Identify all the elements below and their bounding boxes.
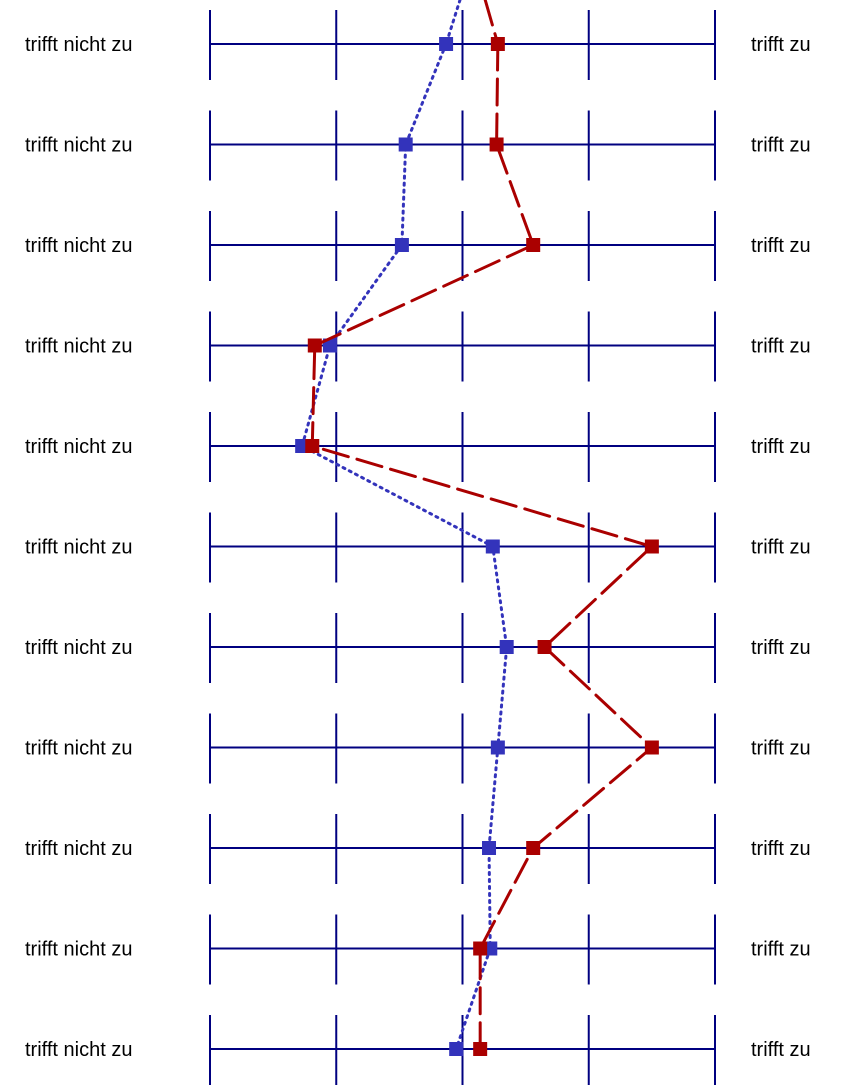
row-label-right: trifft zu xyxy=(751,738,811,760)
row-label-right: trifft zu xyxy=(751,939,811,961)
row-label-left: trifft nicht zu xyxy=(25,939,132,961)
series-point xyxy=(490,740,505,755)
row-label-right: trifft zu xyxy=(751,135,811,157)
series-point xyxy=(490,37,505,51)
row-label-right: trifft zu xyxy=(751,336,811,358)
series-point xyxy=(439,37,454,51)
series-point xyxy=(398,137,413,152)
series-point xyxy=(644,539,659,554)
row-label-left: trifft nicht zu xyxy=(25,537,132,559)
series-point xyxy=(305,439,320,453)
row-label-right: trifft zu xyxy=(751,235,811,257)
row-label-left: trifft nicht zu xyxy=(25,235,132,257)
row-label-left: trifft nicht zu xyxy=(25,336,132,358)
row-label-right: trifft zu xyxy=(751,838,811,860)
series-point xyxy=(489,137,504,152)
row-label-right: trifft zu xyxy=(751,537,811,559)
row-label-right: trifft zu xyxy=(751,637,811,659)
row-labels: trifft nicht zu trifft zu trifft nicht zu t… xyxy=(25,34,811,1061)
row-label-right: trifft zu xyxy=(751,436,811,458)
series-point xyxy=(499,640,514,654)
row-label-left: trifft nicht zu xyxy=(25,738,132,760)
row-label-right: trifft zu xyxy=(751,34,811,56)
series xyxy=(295,0,659,1056)
row-label-left: trifft nicht zu xyxy=(25,1039,132,1061)
series-point xyxy=(322,338,337,353)
series-point xyxy=(526,841,541,855)
row-label-left: trifft nicht zu xyxy=(25,838,132,860)
series-point xyxy=(644,740,659,755)
series-lead-in xyxy=(483,0,500,46)
series-point xyxy=(449,1042,464,1056)
series-point xyxy=(394,238,409,252)
grid xyxy=(209,10,716,1085)
series-point xyxy=(526,238,541,252)
series-lead-in xyxy=(444,0,462,46)
row-label-left: trifft nicht zu xyxy=(25,34,132,56)
series-point xyxy=(473,1042,488,1056)
series-point xyxy=(537,640,552,654)
series-2 xyxy=(305,0,659,1056)
row-label-right: trifft zu xyxy=(751,1039,811,1061)
series-point xyxy=(473,941,488,956)
series-point xyxy=(482,841,497,855)
row-label-left: trifft nicht zu xyxy=(25,135,132,157)
series-1 xyxy=(295,0,514,1056)
row-label-left: trifft nicht zu xyxy=(25,436,132,458)
series-point xyxy=(307,338,322,353)
row-label-left: trifft nicht zu xyxy=(25,637,132,659)
series-point xyxy=(485,539,500,554)
series-line xyxy=(310,42,654,1051)
